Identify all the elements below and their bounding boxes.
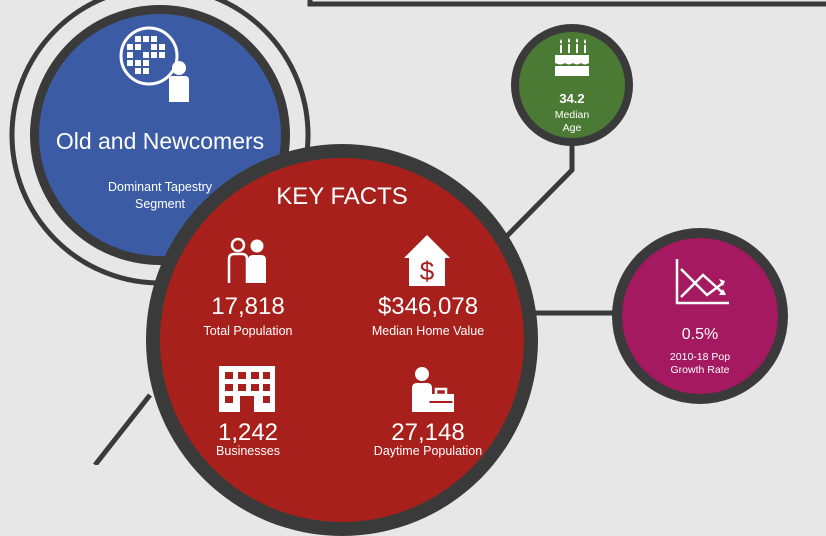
svg-text:$: $ <box>420 256 435 286</box>
median-home-value-label: Median Home Value <box>371 324 485 338</box>
age-connector <box>503 140 575 240</box>
top-bar-line <box>307 0 826 7</box>
growth-rate-label-line1: 2010-18 Pop <box>669 351 731 363</box>
median-home-value: $346,078 <box>377 293 479 320</box>
median-age-label-line1: Median <box>554 109 590 121</box>
total-population-value: 17,818 <box>211 293 285 320</box>
median-age-label-line2: Age <box>562 122 582 134</box>
businesses-value: 1,242 <box>217 419 279 446</box>
birthday-cake-icon <box>552 35 592 77</box>
key-facts-heading: KEY FACTS <box>276 183 408 210</box>
segment-subtitle-line2: Segment <box>134 197 186 211</box>
segment-subtitle-line1: Dominant Tapestry <box>108 180 212 194</box>
house-dollar-icon: $ <box>402 232 452 288</box>
building-icon <box>219 366 275 412</box>
businesses-label: Businesses <box>216 444 280 458</box>
tapestry-person-icon <box>117 22 197 104</box>
key-facts-inner <box>160 158 524 522</box>
total-population-label: Total Population <box>203 324 293 338</box>
worker-briefcase-icon <box>408 366 456 414</box>
daytime-population-value: 27,148 <box>391 419 465 446</box>
daytime-population-label: Daytime Population <box>373 444 483 458</box>
bottom-left-connector <box>93 393 152 465</box>
growth-rate-inner <box>622 238 778 394</box>
growth-rate-label-line2: Growth Rate <box>670 364 730 376</box>
trend-chart-icon <box>673 257 731 307</box>
median-age-inner <box>519 32 625 138</box>
growth-rate-value: 0.5% <box>681 326 719 343</box>
people-icon <box>226 237 270 285</box>
median-age-value: 34.2 <box>559 91 585 106</box>
segment-title: Old and Newcomers <box>55 128 265 154</box>
